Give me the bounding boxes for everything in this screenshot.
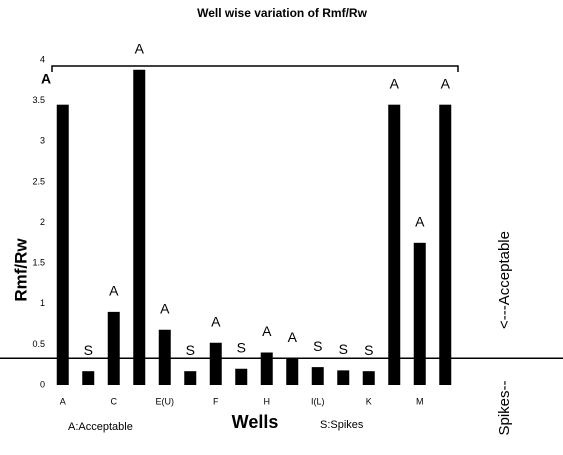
- x-tick-label: F: [213, 396, 219, 406]
- side-label: Spikes--: [496, 380, 513, 435]
- bar: [413, 242, 426, 385]
- bar-label: S: [186, 342, 195, 358]
- bar: [107, 311, 120, 385]
- chart-title: Well wise variation of Rmf/Rw: [197, 6, 367, 20]
- x-tick-label: E(U): [156, 396, 175, 406]
- y-tick-label: 0.5: [32, 339, 45, 349]
- bar: [337, 370, 350, 385]
- bar-label: A: [288, 329, 298, 345]
- y-axis-label: Rmf/Rw: [11, 238, 30, 302]
- bar: [439, 104, 452, 385]
- bracket: [51, 65, 459, 72]
- bar-label: S: [313, 338, 322, 354]
- bar-label: A: [441, 75, 451, 91]
- x-tick-label: I(L): [311, 396, 325, 406]
- bar-label: S: [364, 342, 373, 358]
- side-label: <---Acceptable: [496, 231, 513, 329]
- bar: [158, 329, 171, 385]
- bar-label: S: [84, 342, 93, 358]
- bar-label: A: [160, 300, 170, 316]
- bar-label: A: [211, 313, 221, 329]
- bar-label: A: [109, 283, 119, 299]
- x-tick-label: A: [60, 396, 66, 406]
- bar: [311, 367, 324, 385]
- y-tick-label: 1.5: [32, 258, 45, 268]
- y-tick-label: 2.5: [32, 176, 45, 186]
- bar: [184, 371, 197, 385]
- bar: [362, 371, 375, 385]
- bar: [388, 104, 401, 385]
- y-tick-label: 4: [40, 54, 45, 64]
- bar: [133, 69, 146, 385]
- bar: [260, 352, 273, 385]
- bar-label: A: [135, 40, 145, 56]
- x-tick-label: M: [416, 396, 424, 406]
- y-tick-label: 2: [40, 217, 45, 227]
- x-tick-label: K: [366, 396, 372, 406]
- x-axis-label: Wells: [232, 412, 279, 432]
- bar: [82, 371, 95, 385]
- bar-label: A: [41, 71, 51, 87]
- y-tick-label: 0: [40, 379, 45, 389]
- legend-note: A:Acceptable: [68, 421, 133, 433]
- bar: [235, 368, 248, 385]
- bar: [286, 358, 299, 385]
- bar-label: S: [339, 341, 348, 357]
- y-tick-label: 3: [40, 136, 45, 146]
- bar: [209, 342, 222, 385]
- y-tick-label: 3.5: [32, 95, 45, 105]
- legend-note: S:Spikes: [320, 419, 364, 431]
- x-tick-label: H: [264, 396, 271, 406]
- bar-label: S: [237, 339, 246, 355]
- bar-label: A: [415, 214, 425, 230]
- x-tick-label: C: [111, 396, 118, 406]
- bar-label: A: [390, 75, 400, 91]
- bar: [56, 104, 69, 385]
- y-tick-label: 1: [40, 298, 45, 308]
- bar-label: A: [262, 323, 272, 339]
